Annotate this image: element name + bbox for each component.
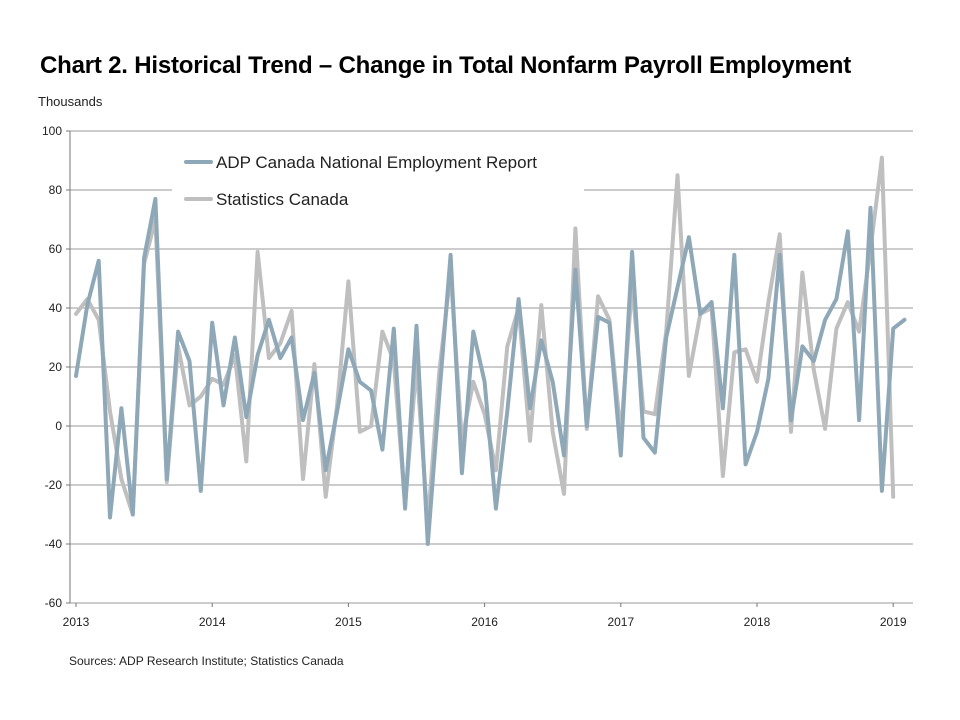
x-tick-label: 2013 <box>63 615 90 629</box>
y-tick-label: -20 <box>45 478 63 492</box>
chart-title: Chart 2. Historical Trend – Change in To… <box>40 52 852 79</box>
y-tick-label: 40 <box>49 301 63 315</box>
gridlines <box>70 130 913 604</box>
y-tick-label: 60 <box>49 242 63 256</box>
y-axis-unit-label: Thousands <box>38 94 103 109</box>
y-tick-label: 0 <box>55 419 62 433</box>
y-tick-label: -40 <box>45 537 63 551</box>
x-tick-label: 2018 <box>744 615 771 629</box>
series-lines <box>74 155 907 546</box>
y-tick-label: 80 <box>49 183 63 197</box>
x-tick-label: 2019 <box>880 615 907 629</box>
series-line-adp <box>74 196 907 546</box>
x-tick-label: 2014 <box>199 615 226 629</box>
legend-entry-label: ADP Canada National Employment Report <box>216 153 537 172</box>
y-tick-label: 20 <box>49 360 63 374</box>
x-tick-label: 2015 <box>335 615 362 629</box>
legend-background <box>172 143 584 216</box>
legend-entry-label: Statistics Canada <box>216 190 349 209</box>
x-tick-label: 2017 <box>607 615 634 629</box>
x-tick-label: 2016 <box>471 615 498 629</box>
series-line-statcan <box>74 155 896 526</box>
sources-note: Sources: ADP Research Institute; Statist… <box>69 654 344 668</box>
y-tick-label: -60 <box>45 596 63 610</box>
legend: ADP Canada National Employment Report Sta… <box>172 143 584 216</box>
y-tick-label: 100 <box>42 124 62 138</box>
